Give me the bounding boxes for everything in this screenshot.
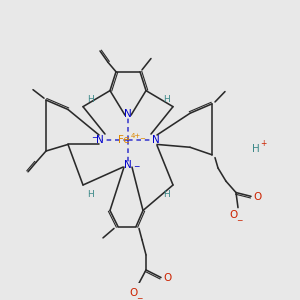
Text: O: O bbox=[254, 192, 262, 202]
Text: N: N bbox=[96, 135, 104, 145]
Text: H: H bbox=[163, 94, 170, 103]
Text: −: − bbox=[136, 294, 142, 300]
Text: H: H bbox=[87, 190, 93, 199]
Text: H: H bbox=[87, 94, 93, 103]
Text: −: − bbox=[133, 162, 139, 171]
Text: H: H bbox=[252, 144, 260, 154]
Text: O: O bbox=[163, 274, 171, 284]
Text: O: O bbox=[130, 288, 138, 298]
Text: O: O bbox=[230, 210, 238, 220]
Text: Fe: Fe bbox=[118, 135, 130, 145]
Text: −: − bbox=[236, 216, 242, 225]
Text: −: − bbox=[91, 133, 97, 142]
Text: −: − bbox=[139, 136, 145, 142]
Text: H: H bbox=[163, 190, 170, 199]
Text: N: N bbox=[124, 109, 132, 119]
Text: N: N bbox=[124, 160, 132, 170]
Text: N: N bbox=[152, 135, 160, 145]
Text: +: + bbox=[260, 139, 266, 148]
Text: 4+: 4+ bbox=[131, 133, 141, 139]
